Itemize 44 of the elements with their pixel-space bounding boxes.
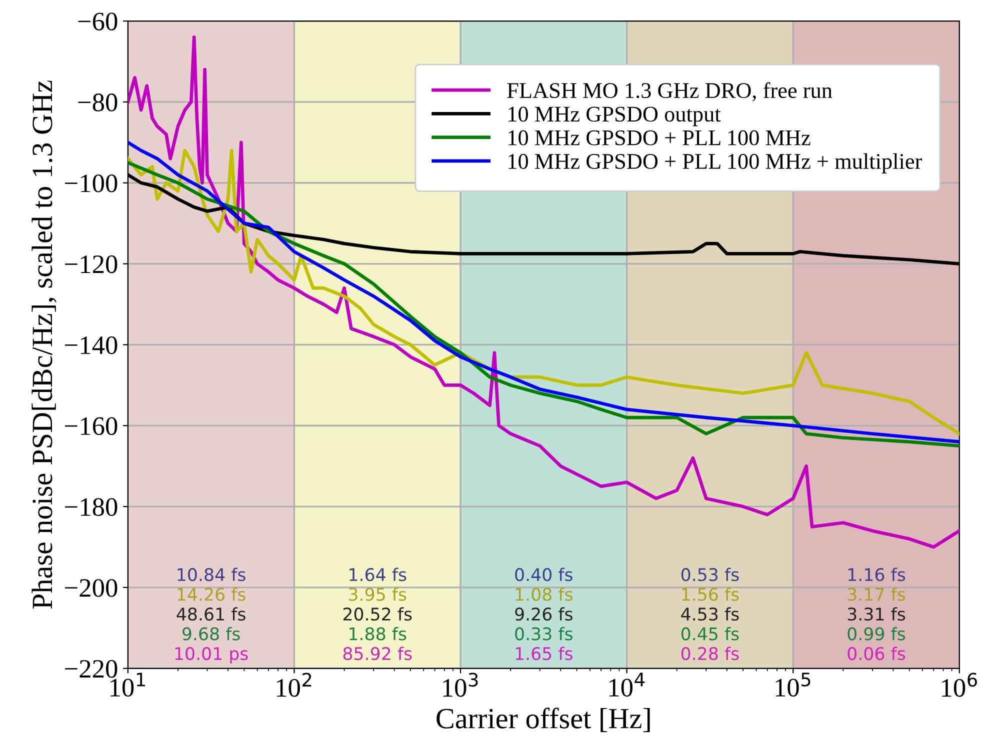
annotation: 0.99 fs — [848, 626, 906, 640]
annotation: 9.26 fs — [515, 607, 572, 621]
y-tick-label: −200 — [65, 579, 118, 597]
y-tick-label: −100 — [65, 174, 118, 192]
annotation: 4.53 fs — [681, 607, 739, 621]
x-tick-label: 10$^{3}$ — [443, 672, 478, 697]
legend-label: 10 MHz GPSDO output — [508, 106, 721, 126]
annotation: 1.88 fs — [350, 626, 406, 640]
annotation: 0.45 fs — [681, 626, 739, 640]
annotation: 3.95 fs — [349, 587, 406, 601]
x-tick-label: 10$^{2}$ — [276, 672, 312, 697]
x-tick-label: 10$^{5}$ — [776, 672, 810, 697]
annotation: 1.64 fs — [350, 568, 406, 582]
annotation: 1.65 fs — [516, 646, 572, 660]
legend-label: 10 MHz GPSDO + PLL 100 MHz — [508, 130, 810, 146]
x-tick-label: 10$^{6}$ — [942, 672, 977, 697]
legend-label: 10 MHz GPSDO + PLL 100 MHz + multiplier — [508, 153, 922, 174]
annotation: 1.08 fs — [516, 587, 572, 601]
annotation: 0.33 fs — [515, 626, 572, 640]
y-tick-label: −140 — [65, 336, 118, 354]
x-tick-label: 10$^{4}$ — [609, 672, 645, 697]
annotation: 20.52 fs — [343, 607, 412, 621]
annotation: 85.92 fs — [343, 646, 412, 660]
legend-label: FLASH MO 1.3 GHz DRO, free run — [507, 82, 832, 102]
y-tick-label: −60 — [78, 12, 118, 30]
y-tick-label: −120 — [65, 255, 118, 274]
y-axis-title: Phase noise PSD[dBc/Hz], scaled to 1.3 GHz — [32, 80, 56, 609]
annotation: 0.40 fs — [515, 568, 572, 582]
annotation: 1.56 fs — [682, 587, 739, 601]
annotation: 3.17 fs — [848, 587, 906, 601]
annotation: 0.06 fs — [848, 646, 906, 660]
annotation: 10.84 fs — [178, 568, 246, 582]
y-tick-label: −180 — [65, 498, 118, 516]
annotation: 0.53 fs — [681, 568, 739, 582]
annotation: 1.16 fs — [848, 568, 906, 582]
annotation: 3.31 fs — [848, 607, 906, 621]
annotation: 14.26 fs — [178, 587, 246, 601]
annotation: 9.68 fs — [182, 626, 240, 640]
y-tick-label: −160 — [65, 417, 118, 436]
annotation: 0.28 fs — [681, 646, 739, 660]
annotation: 10.01 ps — [175, 647, 248, 664]
annotation: 48.61 fs — [176, 607, 246, 621]
y-tick-label: −80 — [78, 94, 118, 112]
x-axis-title: Carrier offset [Hz] — [436, 708, 650, 732]
